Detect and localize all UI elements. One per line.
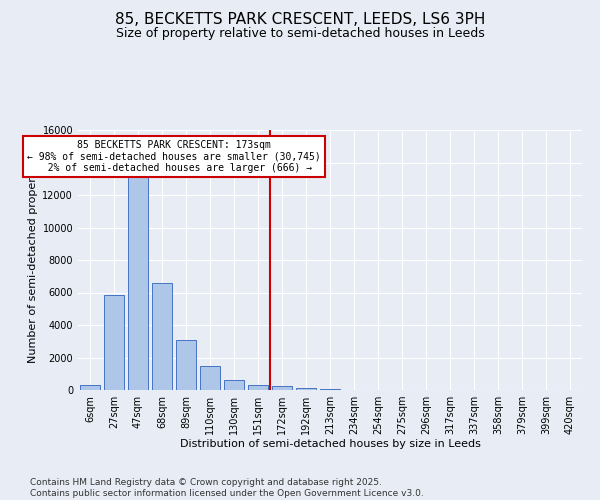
Text: 85 BECKETTS PARK CRESCENT: 173sqm
← 98% of semi-detached houses are smaller (30,: 85 BECKETTS PARK CRESCENT: 173sqm ← 98% … <box>27 140 321 173</box>
Bar <box>296 388 316 390</box>
Bar <box>104 295 124 390</box>
Bar <box>272 386 292 390</box>
Bar <box>128 174 148 390</box>
Y-axis label: Number of semi-detached properties: Number of semi-detached properties <box>28 157 38 363</box>
Bar <box>248 385 268 390</box>
Bar <box>320 388 340 390</box>
Bar <box>224 380 244 390</box>
Text: Contains HM Land Registry data © Crown copyright and database right 2025.
Contai: Contains HM Land Registry data © Crown c… <box>30 478 424 498</box>
Bar <box>80 385 100 390</box>
Bar <box>152 283 172 390</box>
Bar <box>200 366 220 390</box>
Bar <box>176 340 196 390</box>
Text: Size of property relative to semi-detached houses in Leeds: Size of property relative to semi-detach… <box>116 28 484 40</box>
X-axis label: Distribution of semi-detached houses by size in Leeds: Distribution of semi-detached houses by … <box>179 438 481 448</box>
Text: 85, BECKETTS PARK CRESCENT, LEEDS, LS6 3PH: 85, BECKETTS PARK CRESCENT, LEEDS, LS6 3… <box>115 12 485 28</box>
